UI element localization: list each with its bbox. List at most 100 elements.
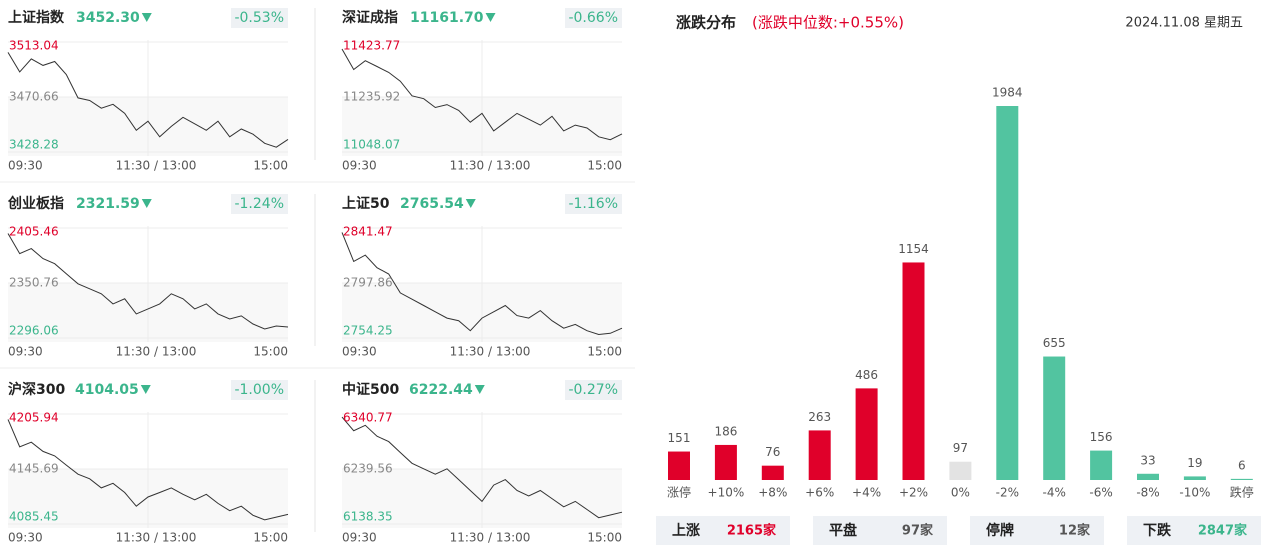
index-name: 深证成指 [342,9,398,26]
bar-value: 151 [668,431,691,445]
bar-value: 33 [1140,453,1155,467]
summary-label: 停牌 [986,522,1014,539]
time-label: 15:00 [587,345,622,359]
price-line [341,48,623,141]
bar [902,262,925,480]
low-label: 4085.45 [9,510,59,524]
index-name: 上证50 [342,196,390,212]
index-name: 中证500 [342,381,399,398]
summary-value: 2165家 [727,523,777,539]
bar-value: 486 [855,368,878,382]
time-label: 11:30 / 13:00 [116,531,197,545]
down-arrow [465,199,476,208]
change-bg [231,8,288,28]
down-arrow [485,13,496,22]
high-label: 6340.77 [343,411,393,425]
date: 2024.11.08 星期五 [1125,16,1243,31]
bar-value: 76 [765,445,780,459]
index-price: 3452.30 [76,10,140,26]
time-label: 15:00 [253,531,288,545]
mid-label: 3470.66 [9,90,59,104]
time-label: 09:30 [342,345,377,359]
price-line [7,419,289,521]
low-label: 6138.35 [343,510,393,524]
price-line [7,233,289,330]
category-label: 涨停 [667,485,691,500]
summary-label: 下跌 [1143,523,1172,539]
summary-value: 97家 [902,523,934,539]
time-label: 09:30 [8,159,43,173]
index-name: 创业板指 [7,195,64,212]
bar-value: 97 [953,441,968,455]
bar [1137,473,1159,480]
bar-value: 19 [1187,456,1202,470]
down-arrow [474,385,485,394]
bar [668,451,690,480]
bar [1090,450,1113,480]
time-label: 15:00 [253,159,288,173]
index-change: -0.53% [234,10,284,26]
category-label: +6% [805,486,834,500]
summary-box [656,516,790,545]
mid-label: 2350.76 [9,276,59,290]
time-label: 15:00 [587,531,622,545]
dist-title: 涨跌分布 [676,14,736,32]
low-label: 3428.28 [9,138,59,152]
index-name: 沪深300 [8,381,65,398]
change-bg [565,194,622,214]
time-label: 09:30 [342,159,377,173]
category-label: +8% [758,486,787,500]
median-note: (涨跌中位数:+0.55%) [752,14,904,32]
bar-value: 6 [1238,458,1246,472]
change-bg [565,8,622,28]
index-price: 6222.44 [409,382,473,398]
bar [855,388,878,480]
category-label: 跌停 [1230,485,1254,500]
category-label: -10% [1179,486,1210,500]
bar [949,461,972,480]
change-bg [231,194,288,214]
index-change: -0.66% [568,10,618,26]
mid-label: 2797.86 [343,276,393,290]
summary-box [813,516,947,545]
mid-label: 4145.69 [9,462,59,476]
low-label: 2296.06 [9,324,59,338]
index-change: -1.24% [234,196,284,212]
time-label: 15:00 [253,345,288,359]
bar-value: 655 [1043,336,1066,350]
change-bg [231,380,288,400]
index-price: 4104.05 [75,382,139,398]
time-label: 11:30 / 13:00 [116,159,197,173]
price-line [7,52,289,148]
summary-label: 上涨 [672,523,700,539]
mid-label: 6239.56 [343,462,393,476]
bar [1183,476,1206,480]
category-label: -2% [996,486,1019,500]
time-label: 09:30 [8,345,43,359]
index-price: 11161.70 [410,10,484,26]
high-label: 2405.46 [9,225,59,239]
category-label: -8% [1136,486,1159,500]
index-price: 2321.59 [76,196,140,212]
high-label: 2841.47 [343,225,393,239]
time-label: 15:00 [587,159,622,173]
price-line [341,416,623,519]
time-label: 11:30 / 13:00 [450,345,531,359]
summary-label: 平盘 [829,522,857,539]
high-label: 4205.94 [9,411,59,425]
time-label: 11:30 / 13:00 [116,345,197,359]
time-label: 11:30 / 13:00 [450,159,531,173]
summary-box [970,516,1104,545]
bar [1043,356,1066,480]
category-label: +4% [852,486,881,500]
time-label: 11:30 / 13:00 [450,531,531,545]
down-arrow [141,13,152,22]
category-label: -6% [1089,486,1112,500]
bar-value: 1984 [992,86,1023,100]
time-label: 09:30 [342,531,377,545]
bar-value: 156 [1090,430,1113,444]
bar [996,106,1019,480]
low-label: 2754.25 [343,324,393,338]
low-label: 11048.07 [343,138,400,152]
